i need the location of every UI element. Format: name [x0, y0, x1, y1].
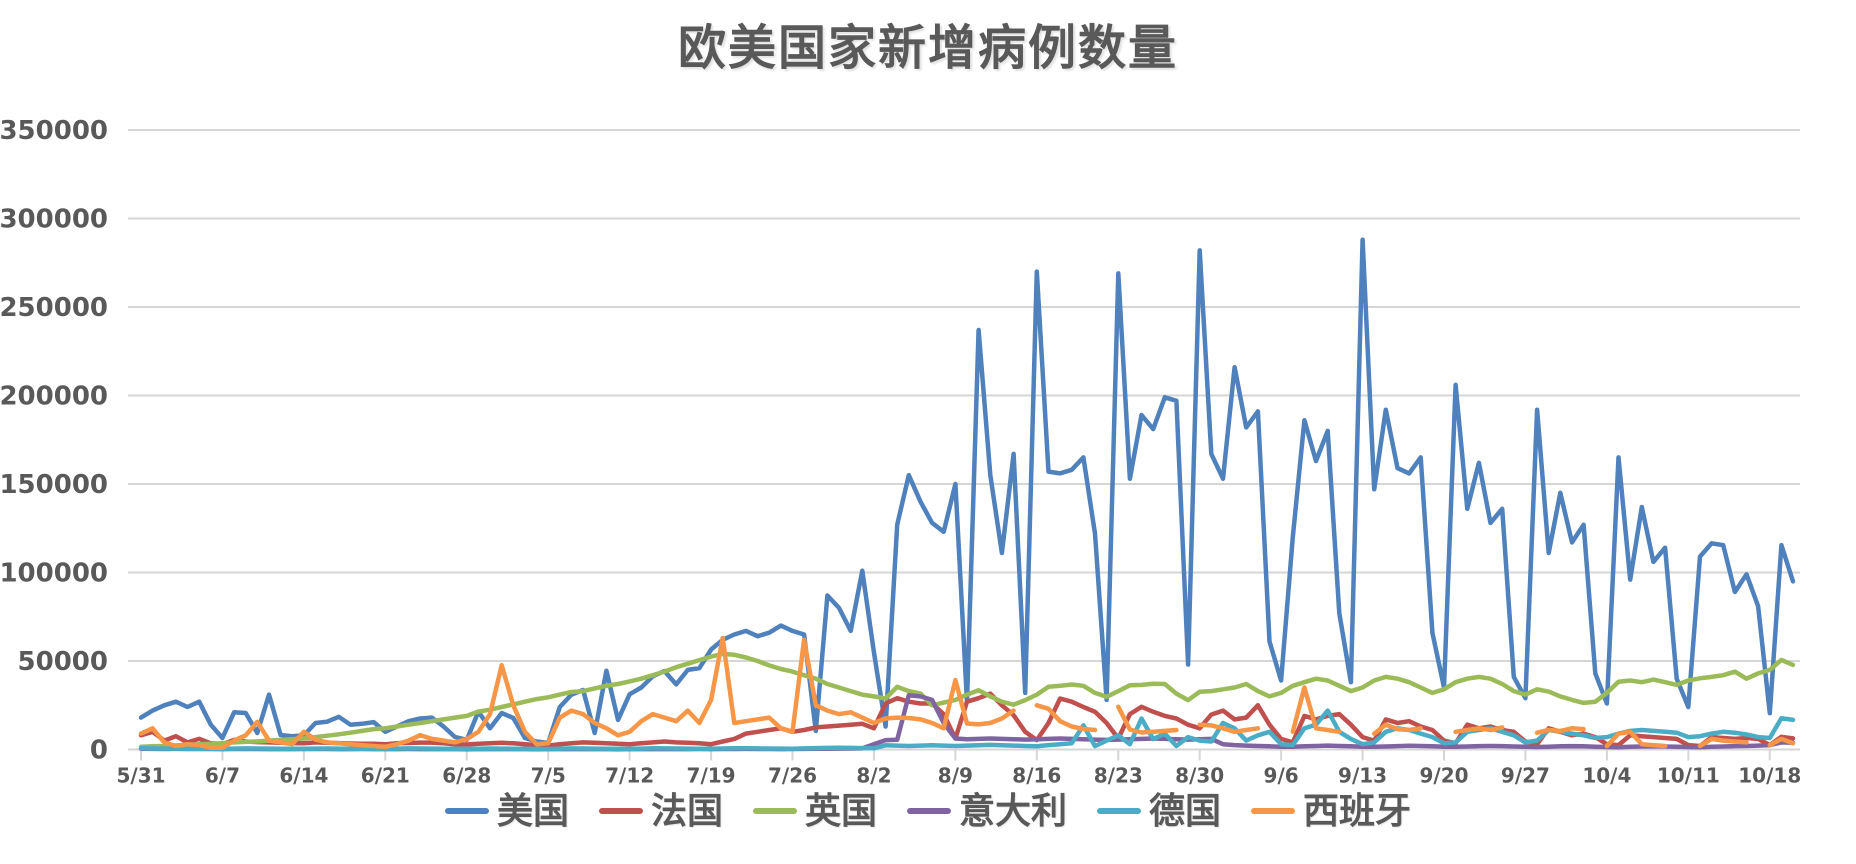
x-axis-label: 7/26: [768, 764, 817, 788]
legend-label: 西班牙: [1303, 790, 1412, 832]
x-axis-label: 7/19: [687, 764, 736, 788]
x-axis-label: 8/23: [1094, 764, 1143, 788]
legend-item-意大利: 意大利: [907, 793, 1067, 829]
x-axis-label: 8/16: [1012, 764, 1061, 788]
series-line-德国: [138, 708, 1796, 752]
x-axis-label: 9/13: [1338, 764, 1387, 788]
x-axis-label: 7/12: [605, 764, 654, 788]
series-line-西班牙: [138, 635, 1796, 750]
x-axis-label: 6/28: [442, 764, 491, 788]
series-line-英国: [138, 651, 1796, 750]
x-axis-label: 9/6: [1264, 764, 1299, 788]
chart-legend: 美国 法国 英国 意大利 德国 西班牙: [0, 793, 1856, 829]
legend-swatch-icon: [444, 808, 489, 814]
legend-swatch-icon: [598, 808, 643, 814]
x-axis-label: 6/14: [279, 764, 328, 788]
y-axis-label: 200000: [0, 382, 108, 412]
legend-label: 德国: [1149, 790, 1222, 832]
y-axis-label: 50000: [18, 647, 108, 677]
x-axis-label: 10/11: [1657, 764, 1720, 788]
legend-label: 意大利: [959, 790, 1068, 832]
legend-item-德国: 德国: [1097, 793, 1221, 829]
y-axis-label: 300000: [0, 205, 108, 235]
legend-item-西班牙: 西班牙: [1251, 793, 1411, 829]
legend-swatch-icon: [907, 808, 951, 814]
legend-label: 英国: [804, 790, 877, 832]
legend-item-英国: 英国: [752, 790, 877, 832]
y-axis-label: 250000: [0, 293, 108, 323]
y-axis-label: 350000: [0, 116, 108, 146]
x-axis-label: 10/4: [1582, 764, 1631, 788]
legend-swatch-icon: [752, 808, 797, 814]
legend-item-法国: 法国: [598, 790, 723, 832]
x-axis-label: 9/27: [1501, 764, 1550, 788]
x-axis-label: 9/20: [1419, 764, 1468, 788]
y-axis-label: 0: [90, 736, 108, 766]
y-axis-label: 150000: [0, 470, 108, 500]
y-axis-label: 100000: [0, 559, 108, 589]
legend-label: 法国: [650, 790, 723, 832]
x-axis-label: 8/9: [938, 764, 973, 788]
x-axis-label: 7/5: [531, 764, 566, 788]
legend-item-美国: 美国: [444, 790, 569, 832]
x-axis-label: 8/30: [1175, 764, 1224, 788]
x-axis-label: 6/7: [205, 764, 240, 788]
series-line-美国: [138, 237, 1796, 746]
x-axis-label: 8/2: [856, 764, 891, 788]
x-axis-label: 5/31: [116, 764, 165, 788]
x-axis-label: 10/18: [1738, 764, 1801, 788]
chart-title: 欧美国家新增病例数量: [677, 20, 1178, 76]
legend-swatch-icon: [1097, 808, 1142, 814]
legend-swatch-icon: [1251, 808, 1296, 814]
legend-label: 美国: [496, 790, 569, 832]
x-axis-label: 6/21: [361, 764, 410, 788]
